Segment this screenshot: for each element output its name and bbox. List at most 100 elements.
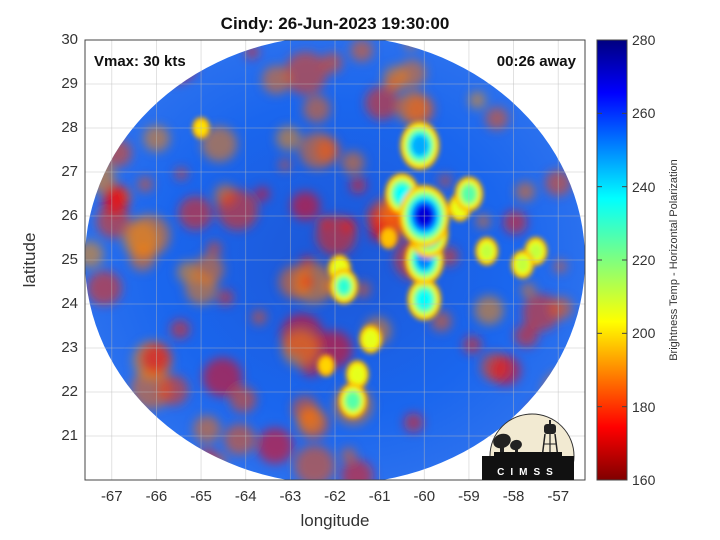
texture-speckle — [297, 407, 324, 434]
y-tick-label: 25 — [61, 251, 78, 268]
texture-speckle — [290, 191, 321, 221]
texture-speckle — [321, 52, 343, 74]
x-tick-label: -63 — [279, 488, 302, 505]
cimss-logo: CIMSS — [482, 413, 575, 480]
colorbar-tick-label: 180 — [632, 398, 656, 415]
texture-speckle — [396, 90, 430, 125]
texture-speckle — [137, 176, 153, 193]
y-tick-label: 30 — [61, 31, 78, 48]
texture-speckle — [174, 167, 188, 181]
texture-speckle — [229, 386, 257, 413]
texture-speckle — [549, 296, 573, 320]
x-tick-label: -58 — [502, 488, 525, 505]
texture-speckle — [201, 126, 238, 163]
convective-cell — [319, 358, 333, 374]
convective-cell — [346, 393, 359, 409]
texture-speckle — [294, 445, 335, 480]
colorbar-tick-label: 220 — [632, 252, 656, 268]
texture-speckle — [193, 415, 221, 443]
colorbar-tick-label: 280 — [632, 32, 656, 48]
convective-cell — [382, 230, 395, 246]
texture-speckle — [178, 196, 213, 231]
y-tick-label: 28 — [61, 119, 78, 136]
texture-speckle — [300, 275, 314, 289]
texture-speckle — [354, 281, 371, 298]
colorbar-tick-label: 240 — [632, 178, 656, 195]
texture-speckle — [431, 310, 452, 332]
colorbar-tick-label: 200 — [632, 325, 656, 342]
x-tick-label: -61 — [368, 488, 391, 505]
texture-speckle — [158, 375, 189, 406]
texture-speckle — [122, 221, 159, 258]
texture-speckle — [520, 282, 536, 298]
texture-speckle — [438, 174, 452, 188]
y-tick-label: 29 — [61, 75, 78, 92]
y-tick-label: 21 — [61, 427, 78, 444]
convective-cell — [337, 278, 351, 294]
x-tick-label: -64 — [234, 488, 257, 505]
texture-speckle — [341, 447, 357, 463]
texture-speckle — [475, 213, 491, 229]
texture-speckle — [515, 181, 536, 202]
convective-cell — [529, 243, 543, 259]
texture-speckle — [103, 183, 127, 207]
texture-speckle — [514, 323, 539, 348]
texture-speckle — [299, 132, 337, 170]
texture-speckle — [217, 189, 259, 231]
texture-speckle — [490, 355, 521, 386]
x-axis-label: longitude — [300, 511, 370, 530]
texture-speckle — [140, 343, 172, 374]
plot-frame — [84, 39, 586, 481]
texture-speckle — [257, 427, 294, 464]
texture-speckle — [251, 309, 267, 325]
x-tick-label: -65 — [190, 488, 212, 505]
texture-speckle — [468, 91, 487, 109]
texture-speckle — [87, 270, 122, 306]
logo-text: CIMSS — [497, 467, 559, 478]
texture-speckle — [502, 210, 528, 235]
texture-speckle — [315, 215, 357, 256]
x-tick-label: -60 — [413, 488, 436, 505]
convective-cell — [480, 243, 493, 259]
y-tick-label: 26 — [61, 207, 78, 224]
y-tick-label: 27 — [61, 163, 78, 180]
texture-speckle — [255, 186, 270, 202]
texture-speckle — [364, 86, 399, 120]
convective-cell — [364, 331, 377, 347]
x-tick-label: -59 — [458, 488, 480, 505]
x-tick-label: -67 — [100, 488, 123, 505]
texture-speckle — [217, 289, 234, 306]
time-away-label: 00:26 away — [496, 53, 576, 70]
texture-speckle — [485, 106, 509, 130]
texture-speckle — [553, 259, 567, 273]
texture-speckle — [224, 423, 256, 455]
texture-speckle — [403, 412, 424, 433]
texture-speckle — [276, 125, 301, 151]
colorbar-tick-label: 260 — [632, 105, 656, 122]
y-tick-label: 24 — [61, 295, 78, 312]
texture-speckle — [349, 176, 367, 194]
convective-cell — [351, 366, 364, 382]
texture-speckle — [278, 158, 291, 171]
texture-speckle — [439, 246, 459, 267]
convective-features — [192, 117, 548, 419]
vmax-label: Vmax: 30 kts — [94, 53, 186, 70]
texture-speckle — [293, 263, 334, 304]
texture-speckle — [261, 65, 291, 95]
colorbar-tick-label: 160 — [632, 472, 656, 488]
y-tick-label: 23 — [61, 339, 78, 356]
x-tick-label: -62 — [324, 488, 346, 505]
texture-speckle — [463, 335, 482, 355]
texture-speckle — [474, 295, 504, 325]
texture-speckle — [85, 241, 104, 268]
texture-speckle — [341, 151, 365, 175]
x-tick-label: -66 — [145, 488, 168, 505]
texture-speckle — [303, 95, 331, 123]
texture-speckle — [350, 40, 373, 62]
convective-cell — [516, 256, 529, 272]
texture-speckle — [206, 241, 222, 257]
texture-speckle — [340, 459, 374, 480]
chart-title: Cindy: 26-Jun-2023 19:30:00 — [220, 14, 450, 33]
x-tick-label: -57 — [547, 488, 570, 505]
